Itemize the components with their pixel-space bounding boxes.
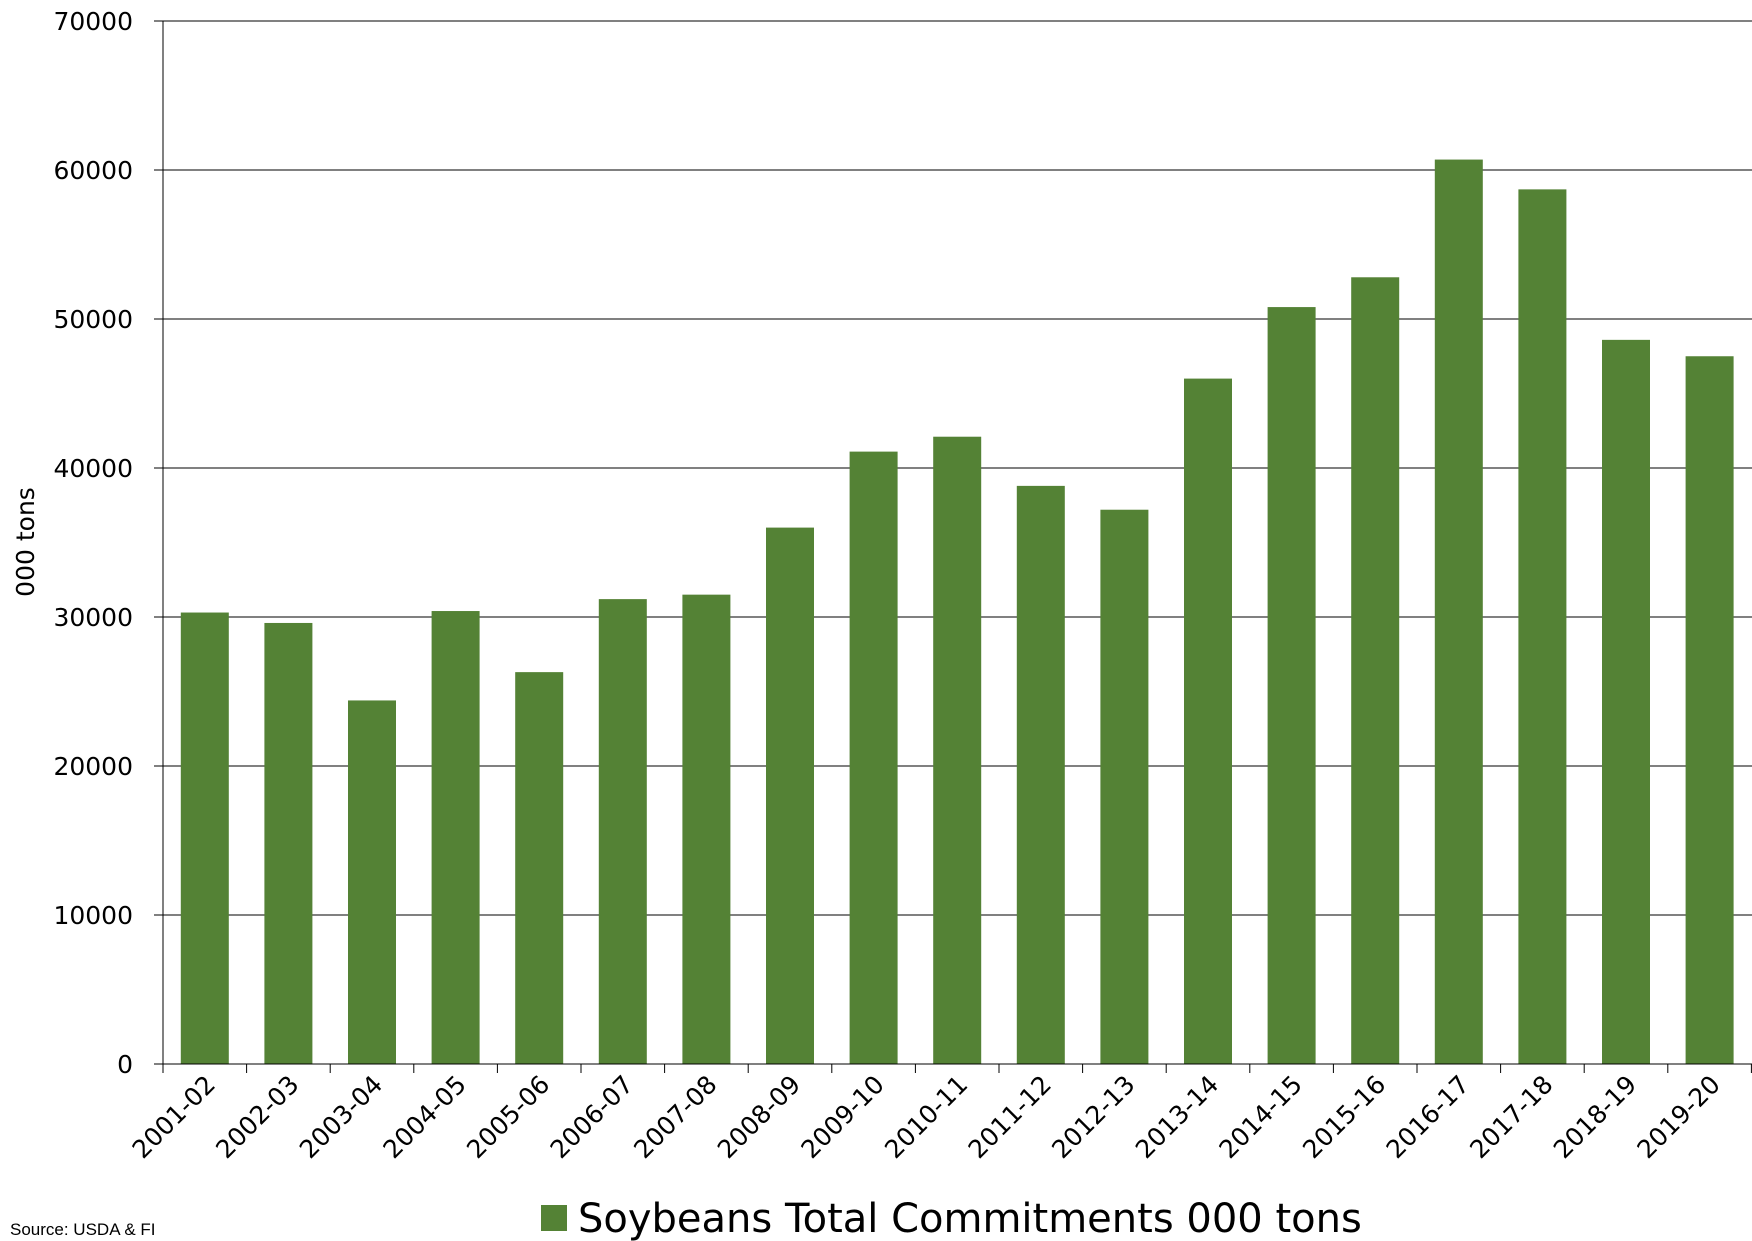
y-tick-label: 70000 [53,7,133,36]
axes [162,21,1752,1073]
bar [1100,509,1149,1065]
y-tick-label: 40000 [53,454,133,483]
x-tick-label: 2004-05 [377,1070,471,1164]
x-tick-label: 2016-17 [1381,1070,1475,1164]
x-tick-label: 2005-06 [461,1070,555,1164]
bar [264,622,313,1064]
y-tick-label: 0 [117,1050,133,1079]
y-tick-label: 30000 [53,603,133,632]
bars [180,159,1734,1065]
x-tick-label: 2013-14 [1130,1070,1224,1164]
legend-swatch [541,1205,567,1231]
bar [933,436,982,1065]
y-axis-label: 000 tons [11,487,40,597]
y-tick-label: 20000 [53,752,133,781]
x-tick-label: 2006-07 [545,1070,639,1164]
bar [180,612,229,1064]
bar [766,527,814,1064]
source-note: Source: USDA & FI [10,1220,156,1239]
bar [1602,339,1650,1064]
bar [849,451,898,1064]
x-tick-label: 2019-20 [1631,1070,1725,1164]
bar [515,672,564,1064]
x-tick-label: 2009-10 [795,1070,889,1164]
x-tick-label: 2008-09 [712,1070,806,1164]
bar [1184,378,1232,1065]
x-tick-labels: 2001-022002-032003-042004-052005-062006-… [127,1070,1726,1164]
bar [1351,277,1400,1064]
y-tick-label: 60000 [53,156,133,185]
bar [1267,307,1316,1065]
bar [431,611,480,1064]
x-tick-label: 2017-18 [1464,1070,1558,1164]
legend: Soybeans Total Commitments 000 tons [541,1196,1362,1241]
x-tick-label: 2014-15 [1213,1070,1307,1164]
y-tick-labels: 0 10000 20000 30000 40000 50000 60000 70000 [53,7,133,1079]
x-tick-label: 2002-03 [210,1070,304,1164]
x-tick-label: 2015-16 [1297,1070,1391,1164]
legend-label: Soybeans Total Commitments 000 tons [578,1196,1362,1241]
bar [682,594,731,1064]
bar [1685,356,1734,1064]
x-tick-label: 2007-08 [628,1070,722,1164]
y-tick-label: 10000 [53,901,133,930]
bar [1434,159,1483,1064]
x-tick-label: 2018-19 [1548,1070,1642,1164]
x-tick-label: 2012-13 [1046,1070,1140,1164]
x-tick-label: 2010-11 [879,1070,973,1164]
bar [348,700,396,1064]
bar [598,599,647,1064]
x-tick-label: 2011-12 [963,1070,1057,1164]
y-tick-label: 50000 [53,305,133,334]
x-tick-label: 2003-04 [294,1070,388,1164]
bar [1518,189,1567,1064]
x-tick-label: 2001-02 [127,1070,221,1164]
bar [1016,485,1065,1064]
